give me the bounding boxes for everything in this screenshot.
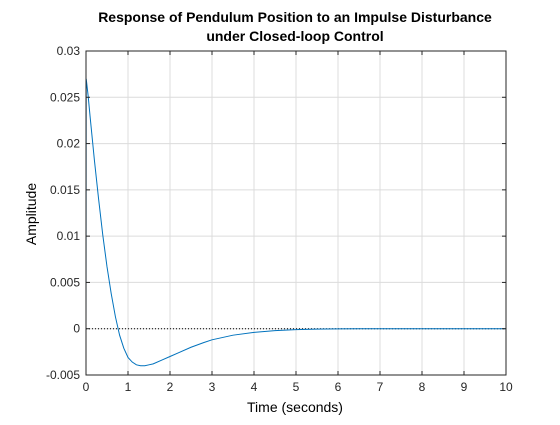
x-tick-label: 6 — [335, 380, 342, 394]
y-tick-label: 0.01 — [57, 229, 81, 243]
x-tick-label: 0 — [83, 380, 90, 394]
y-tick-label: -0.005 — [46, 368, 80, 382]
plot-area — [85, 78, 506, 367]
x-tick-label: 3 — [209, 380, 216, 394]
x-tick-label: 8 — [419, 380, 426, 394]
y-tick-label: 0.015 — [50, 183, 80, 197]
y-axis-label: Amplitude — [23, 183, 39, 245]
chart-title-line-1: Response of Pendulum Position to an Impu… — [98, 9, 492, 25]
x-tick-label: 5 — [293, 380, 300, 394]
x-tick-label: 1 — [125, 380, 132, 394]
y-tick-label: 0.02 — [57, 137, 81, 151]
x-tick-label: 2 — [167, 380, 174, 394]
x-tick-label: 7 — [377, 380, 384, 394]
y-tick-label: 0.005 — [50, 275, 80, 289]
y-tick-label: 0.03 — [57, 44, 81, 58]
y-tick-label: 0.025 — [50, 90, 80, 104]
y-tick-label: 0 — [73, 322, 80, 336]
x-tick-label: 4 — [251, 380, 258, 394]
response-series-line — [85, 78, 506, 367]
x-tick-label: 10 — [499, 380, 513, 394]
ticks: 0 1 2 3 4 5 6 7 8 9 10-0.00500.0050.010.0150.020.0… — [46, 44, 513, 394]
x-tick-label: 9 — [461, 380, 468, 394]
chart-title-line-2: under Closed-loop Control — [206, 28, 383, 44]
x-axis-label: Time (seconds) — [247, 399, 343, 415]
